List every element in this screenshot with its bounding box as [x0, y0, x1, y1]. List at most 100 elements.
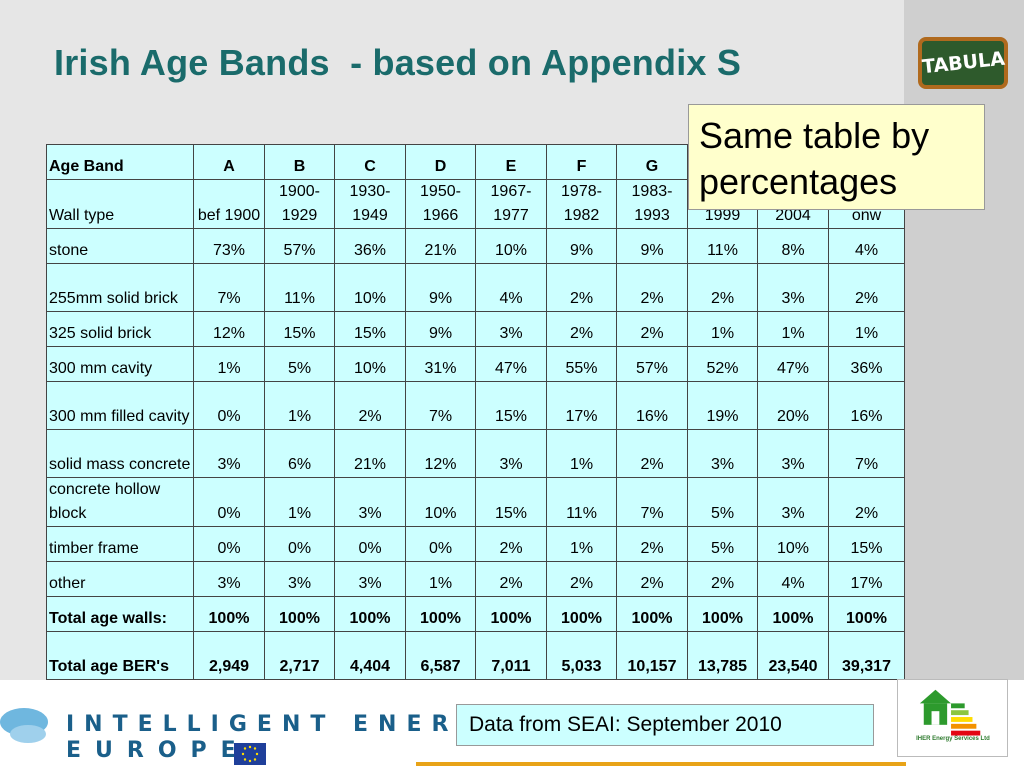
- value-cell: 100%: [616, 596, 688, 632]
- value-cell: 31%: [405, 346, 476, 382]
- value-cell: 10%: [334, 263, 406, 312]
- table-row: 300 mm cavity 1% 5% 10% 31% 47% 55% 57% 52% 47% 36…: [46, 346, 905, 382]
- row-label-cell: Age Band: [46, 144, 194, 180]
- row-label-cell: 300 mm filled cavity: [46, 381, 194, 430]
- value-cell: F: [546, 144, 617, 180]
- value-cell: 7%: [405, 381, 476, 430]
- total-walls-row: Total age walls: 100% 100% 100% 100% 100% 100%…: [46, 596, 905, 632]
- value-cell: 73%: [193, 228, 265, 264]
- table-row: 255mm solid brick 7% 11% 10% 9% 4% 2% 2% 2% 3% 2%: [46, 263, 905, 312]
- value-cell: 5%: [687, 526, 758, 562]
- value-cell: 6%: [264, 429, 335, 478]
- table-row: other 3% 3% 3% 1% 2% 2% 2% 2% 4% 17%: [46, 561, 905, 597]
- value-cell: D: [405, 144, 476, 180]
- row-label-cell: timber frame: [46, 526, 194, 562]
- value-cell: 1%: [687, 311, 758, 347]
- value-cell: 10%: [475, 228, 547, 264]
- value-cell: 3%: [475, 311, 547, 347]
- iher-caption: IHER Energy Services Ltd: [916, 736, 990, 742]
- value-cell: 10%: [757, 526, 829, 562]
- value-cell: 0%: [334, 526, 406, 562]
- value-cell: 2%: [828, 263, 905, 312]
- table-row: stone 73% 57% 36% 21% 10% 9% 9% 11% 8% 4%: [46, 228, 905, 264]
- value-cell: 9%: [616, 228, 688, 264]
- value-cell: E: [475, 144, 547, 180]
- value-cell: 1900-1929: [264, 179, 335, 229]
- value-cell: 2%: [687, 263, 758, 312]
- value-cell: 57%: [616, 346, 688, 382]
- value-cell: 3%: [193, 429, 265, 478]
- value-cell: 7%: [828, 429, 905, 478]
- value-cell: 1983-1993: [616, 179, 688, 229]
- tabula-logo: TABULA: [918, 37, 1008, 89]
- value-cell: 100%: [405, 596, 476, 632]
- row-label-cell: 255mm solid brick: [46, 263, 194, 312]
- value-cell: 3%: [334, 561, 406, 597]
- value-cell: 0%: [193, 381, 265, 430]
- value-cell: 100%: [264, 596, 335, 632]
- value-cell: 1%: [405, 561, 476, 597]
- value-cell: 21%: [334, 429, 406, 478]
- row-label-cell: 325 solid brick: [46, 311, 194, 347]
- value-cell: 100%: [193, 596, 265, 632]
- value-cell: 0%: [193, 526, 265, 562]
- value-cell: 9%: [546, 228, 617, 264]
- value-cell: 3%: [193, 561, 265, 597]
- value-cell: 100%: [546, 596, 617, 632]
- value-cell: 0%: [193, 477, 265, 527]
- value-cell: 100%: [687, 596, 758, 632]
- value-cell: 12%: [405, 429, 476, 478]
- value-cell: 17%: [828, 561, 905, 597]
- value-cell: 11%: [264, 263, 335, 312]
- value-cell: bef 1900: [193, 179, 265, 229]
- value-cell: 2%: [687, 561, 758, 597]
- value-cell: 13,785: [687, 631, 758, 680]
- age-band-table-wrap: Age Band A B C D E F G Wall type bef 1900 1900-192…: [46, 144, 905, 680]
- value-cell: 2%: [475, 561, 547, 597]
- value-cell: 15%: [475, 381, 547, 430]
- value-cell: 10%: [405, 477, 476, 527]
- value-cell: 4%: [828, 228, 905, 264]
- value-cell: 3%: [334, 477, 406, 527]
- tabula-logo-text: TABULA: [921, 47, 1006, 79]
- row-label-cell: concrete hollow block: [46, 477, 194, 527]
- value-cell: 2,949: [193, 631, 265, 680]
- value-cell: 2%: [546, 561, 617, 597]
- value-cell: 1%: [828, 311, 905, 347]
- value-cell: 2%: [616, 526, 688, 562]
- value-cell: 2%: [334, 381, 406, 430]
- value-cell: 5%: [264, 346, 335, 382]
- age-band-table: Age Band A B C D E F G Wall type bef 1900 1900-192…: [46, 144, 905, 680]
- data-source-box: Data from SEAI: September 2010: [456, 704, 874, 746]
- row-label-cell: 300 mm cavity: [46, 346, 194, 382]
- value-cell: 2%: [616, 311, 688, 347]
- value-cell: 39,317: [828, 631, 905, 680]
- value-cell: 5%: [687, 477, 758, 527]
- value-cell: 15%: [828, 526, 905, 562]
- footer-accent-line: [416, 762, 906, 766]
- value-cell: 55%: [546, 346, 617, 382]
- value-cell: 2%: [616, 429, 688, 478]
- table-row: solid mass concrete 3% 6% 21% 12% 3% 1% 2% 3% 3% 7…: [46, 429, 905, 478]
- value-cell: 16%: [616, 381, 688, 430]
- house-energy-icon: [919, 689, 981, 736]
- value-cell: 2%: [546, 263, 617, 312]
- value-cell: 2%: [546, 311, 617, 347]
- value-cell: 10,157: [616, 631, 688, 680]
- table-row: 325 solid brick 12% 15% 15% 9% 3% 2% 2% 1% 1% 1%: [46, 311, 905, 347]
- row-label-cell: Total age BER's: [46, 631, 194, 680]
- value-cell: 1%: [264, 381, 335, 430]
- row-label-cell: solid mass concrete: [46, 429, 194, 478]
- ie-logo-line2: EUROPE: [66, 738, 250, 763]
- value-cell: 9%: [405, 311, 476, 347]
- value-cell: 36%: [828, 346, 905, 382]
- total-bers-row: Total age BER's 2,949 2,717 4,404 6,587 7,011…: [46, 631, 905, 680]
- value-cell: A: [193, 144, 265, 180]
- value-cell: 0%: [405, 526, 476, 562]
- value-cell: 3%: [757, 477, 829, 527]
- value-cell: G: [616, 144, 688, 180]
- value-cell: B: [264, 144, 335, 180]
- row-label-cell: Total age walls:: [46, 596, 194, 632]
- value-cell: 4%: [475, 263, 547, 312]
- value-cell: 15%: [475, 477, 547, 527]
